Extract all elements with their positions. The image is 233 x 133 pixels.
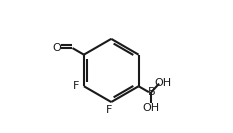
Text: O: O	[53, 43, 61, 53]
Text: B: B	[147, 87, 155, 97]
Text: F: F	[106, 105, 113, 115]
Text: F: F	[73, 81, 79, 91]
Text: OH: OH	[154, 78, 172, 88]
Text: OH: OH	[143, 103, 160, 113]
